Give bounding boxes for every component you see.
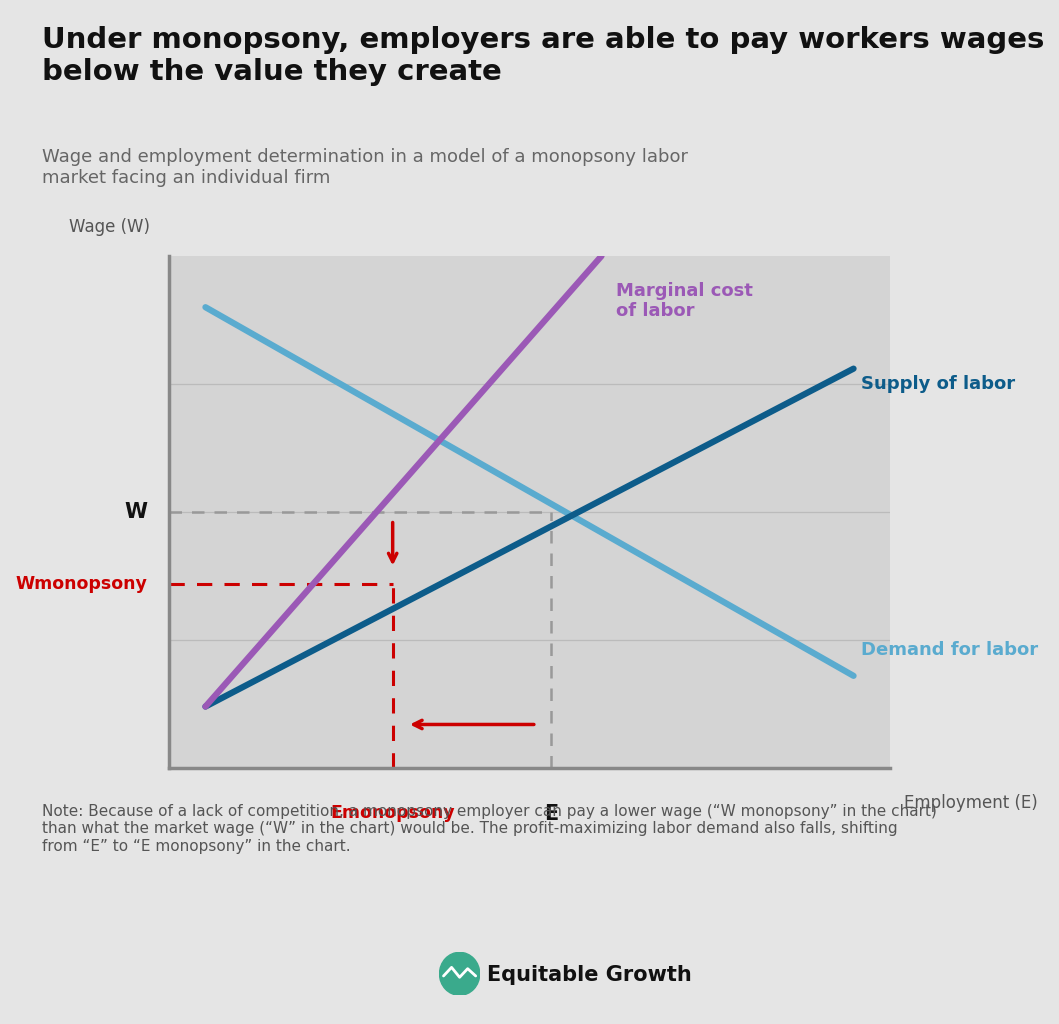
Ellipse shape: [439, 952, 480, 995]
Text: Wmonopsony: Wmonopsony: [16, 574, 148, 593]
Text: Note: Because of a lack of competition, a monopsony employer can pay a lower wag: Note: Because of a lack of competition, …: [42, 804, 937, 854]
Text: Equitable Growth: Equitable Growth: [487, 965, 692, 985]
Text: Demand for labor: Demand for labor: [861, 641, 1038, 659]
Text: Under monopsony, employers are able to pay workers wages
below the value they cr: Under monopsony, employers are able to p…: [42, 26, 1045, 86]
Text: Wage and employment determination in a model of a monopsony labor
market facing : Wage and employment determination in a m…: [42, 148, 688, 187]
Text: Supply of labor: Supply of labor: [861, 375, 1015, 393]
Text: Wage (W): Wage (W): [69, 217, 149, 236]
Text: Emonopsony: Emonopsony: [330, 804, 455, 822]
Text: W: W: [125, 502, 148, 522]
Text: Employment (E): Employment (E): [904, 794, 1038, 812]
Text: Marginal cost
of labor: Marginal cost of labor: [616, 282, 753, 321]
Text: E: E: [544, 804, 558, 824]
